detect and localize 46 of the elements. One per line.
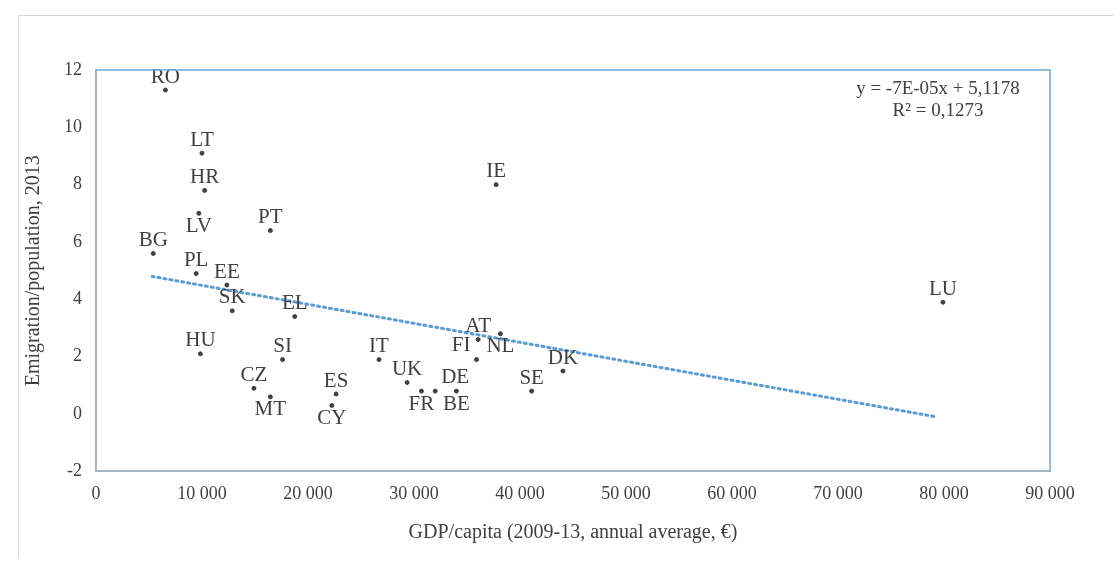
y-tick-label: 12	[64, 58, 82, 79]
data-label: RO	[150, 63, 181, 88]
data-label: CY	[317, 404, 347, 429]
annotation: y = -7E-05x + 5,1178	[856, 77, 1020, 99]
x-tick-label: 20 000	[283, 482, 333, 503]
data-label: DK	[547, 344, 579, 369]
x-tick-label: 10 000	[177, 482, 227, 503]
data-label: HR	[190, 163, 220, 188]
x-tick-label: 70 000	[813, 482, 863, 503]
data-label: FR	[408, 390, 435, 415]
data-label: HU	[185, 327, 216, 352]
data-label: DE	[441, 363, 470, 388]
data-label: EE	[214, 258, 240, 283]
y-tick-label: 2	[73, 345, 82, 366]
data-label: BE	[442, 390, 470, 415]
y-tick-label: 6	[73, 230, 82, 251]
data-label: SI	[273, 333, 292, 358]
data-label: CZ	[240, 361, 268, 386]
y-axis-title: Emigration/population, 2013	[21, 155, 45, 387]
annotation: R² = 0,1273	[892, 99, 984, 121]
data-label: IT	[369, 333, 390, 358]
y-tick-label: 8	[73, 173, 82, 194]
x-tick-label: 60 000	[707, 482, 757, 503]
x-tick-label: 50 000	[601, 482, 651, 503]
x-tick-label: 30 000	[389, 482, 439, 503]
x-axis-title: GDP/capita (2009-13, annual average, €)	[408, 520, 738, 544]
y-tick-label: 0	[73, 402, 82, 423]
data-label: LT	[190, 126, 215, 151]
data-label: LV	[185, 212, 212, 237]
y-tick-label: 4	[73, 288, 82, 309]
data-label: ES	[323, 367, 349, 392]
data-label: LU	[928, 275, 957, 300]
data-label: SK	[218, 284, 246, 309]
y-tick-label: 10	[64, 116, 82, 137]
data-label: PT	[258, 204, 283, 229]
x-tick-label: 40 000	[495, 482, 545, 503]
x-tick-label: 80 000	[919, 482, 969, 503]
x-tick-label: 0	[91, 482, 101, 503]
y-tick-label: -2	[67, 460, 82, 481]
data-label: IE	[486, 158, 507, 183]
data-label: BG	[138, 227, 168, 252]
data-label: UK	[391, 356, 423, 381]
data-label: PL	[183, 247, 209, 272]
data-label: SE	[519, 364, 544, 389]
x-tick-label: 90 000	[1025, 482, 1075, 503]
data-label: MT	[254, 396, 287, 421]
